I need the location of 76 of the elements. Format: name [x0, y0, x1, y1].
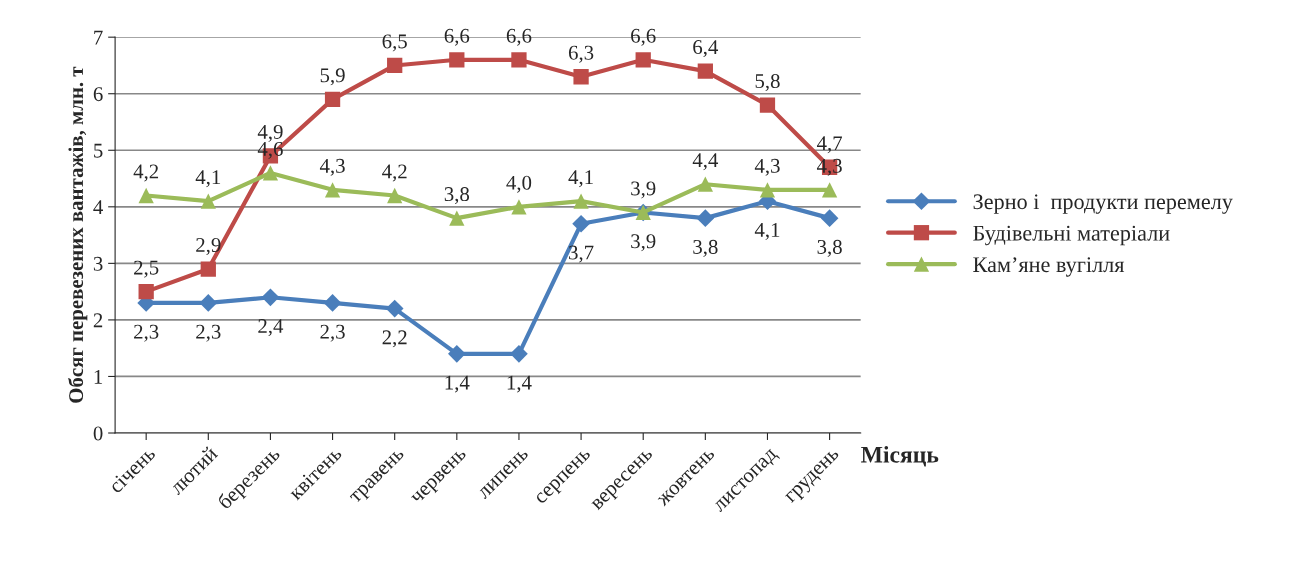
point	[447, 345, 466, 363]
data-label: 6,5	[382, 34, 407, 52]
data-label: 6,6	[631, 28, 656, 46]
data-label: 2,3	[134, 324, 159, 342]
point	[510, 345, 528, 363]
point	[200, 193, 216, 209]
data-label: 4,2	[133, 164, 159, 182]
y-tick-label: 3	[93, 256, 103, 271]
point	[573, 193, 589, 209]
data-label: 4,1	[754, 222, 780, 240]
data-label: 3,7	[569, 245, 594, 263]
point	[635, 52, 651, 68]
data-label: 4,1	[568, 170, 593, 188]
point	[449, 52, 465, 68]
data-label: 4,9	[257, 124, 283, 142]
point	[324, 182, 341, 198]
data-label: 3,8	[444, 187, 470, 205]
y-tick-label: 7	[94, 30, 103, 45]
point	[821, 182, 838, 198]
y-tick-label: 4	[93, 200, 103, 215]
data-label: 2,4	[258, 319, 284, 337]
data-label: 4,7	[816, 136, 843, 154]
data-label: 6,6	[444, 28, 470, 46]
data-label: 2,3	[320, 324, 345, 342]
data-label: 1,4	[507, 375, 532, 393]
data-label: 4,0	[506, 175, 532, 193]
point	[138, 187, 154, 204]
point	[262, 165, 279, 181]
point	[200, 261, 216, 277]
point	[387, 57, 403, 74]
data-label: 6,4	[693, 40, 719, 58]
data-label: 4,2	[382, 164, 407, 182]
point	[138, 284, 154, 300]
point	[697, 63, 713, 79]
point	[696, 209, 715, 227]
point	[261, 288, 280, 307]
y-tick-label: 1	[94, 369, 103, 384]
point	[511, 199, 527, 215]
data-label: 4,4	[692, 153, 719, 171]
y-axis-title: Обсяг перевезених вантажів, млн. т	[67, 66, 88, 403]
data-label: 6,3	[568, 45, 594, 63]
data-label: 5,8	[755, 73, 780, 92]
data-label: 4,1	[195, 170, 221, 188]
point	[759, 97, 776, 113]
point	[697, 176, 713, 192]
data-label: 2,5	[134, 260, 159, 278]
data-label: 3,9	[631, 234, 656, 252]
legend-label: Кам’яне вугілля	[973, 257, 1125, 277]
point	[324, 91, 341, 108]
data-label: 2,3	[196, 324, 221, 342]
legend-label: Будівельні матеріали	[973, 225, 1170, 246]
data-label: 4,3	[319, 158, 345, 176]
data-label: 3,8	[693, 239, 718, 257]
data-label: 5,9	[320, 68, 345, 86]
data-label: 2,2	[382, 330, 407, 348]
y-tick-label: 2	[93, 313, 103, 328]
data-label: 3,8	[817, 239, 842, 257]
y-tick-label: 6	[93, 87, 103, 102]
data-label: 6,6	[506, 28, 532, 46]
y-tick-label: 0	[93, 426, 103, 441]
point	[759, 182, 776, 198]
point	[449, 210, 465, 226]
point	[511, 52, 527, 68]
data-label: 1,4	[445, 375, 470, 393]
x-axis-title: Місяць	[861, 446, 939, 467]
y-tick-label: 5	[94, 143, 103, 158]
point	[387, 187, 403, 204]
data-label: 3,9	[631, 181, 656, 199]
point	[385, 299, 404, 318]
point	[573, 69, 589, 85]
point	[323, 294, 342, 312]
data-label: 4,3	[754, 158, 780, 176]
point	[572, 214, 590, 233]
point	[199, 294, 218, 312]
point	[820, 209, 839, 227]
legend-label: Зерно і продукти перемелу	[973, 194, 1233, 214]
